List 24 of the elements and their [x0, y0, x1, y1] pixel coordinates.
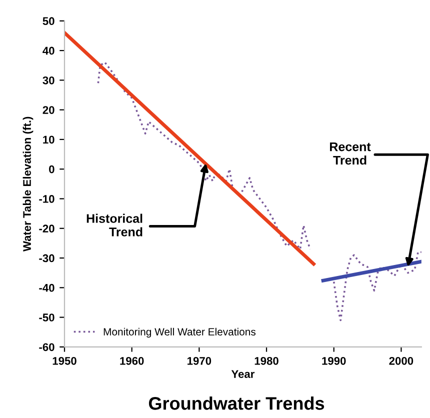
- legend-label: Monitoring Well Water Elevations: [104, 328, 256, 338]
- y-tick-label: -10: [39, 195, 54, 203]
- y-tick-label: 0: [49, 165, 54, 174]
- x-tick-label: 1950: [52, 356, 76, 365]
- y-tick-label: 50: [42, 17, 54, 26]
- y-tick-label: 40: [42, 46, 54, 55]
- annotation: Historical Trend: [86, 214, 142, 236]
- x-axis-title: Year: [231, 370, 255, 378]
- y-tick-label: 10: [43, 136, 54, 144]
- x-tick-label: 1960: [120, 356, 144, 365]
- y-tick-label: -40: [39, 284, 54, 292]
- x-tick-label: 1990: [322, 356, 346, 365]
- x-tick-label: 2000: [389, 356, 414, 365]
- y-tick-label: 20: [42, 106, 54, 114]
- annotation: Recent Trend: [330, 142, 371, 165]
- y-tick-label: -20: [39, 224, 54, 233]
- y-axis-title: Water Table Elevation (ft.): [22, 116, 34, 252]
- y-tick-label: -30: [39, 254, 54, 262]
- x-tick-label: 1980: [254, 356, 278, 365]
- y-tick-label: -50: [39, 314, 54, 322]
- y-tick-label: 30: [42, 76, 54, 84]
- x-tick-label: 1970: [188, 356, 212, 365]
- y-tick-label: -60: [39, 343, 54, 352]
- text: Groundwater Trends: [148, 396, 324, 410]
